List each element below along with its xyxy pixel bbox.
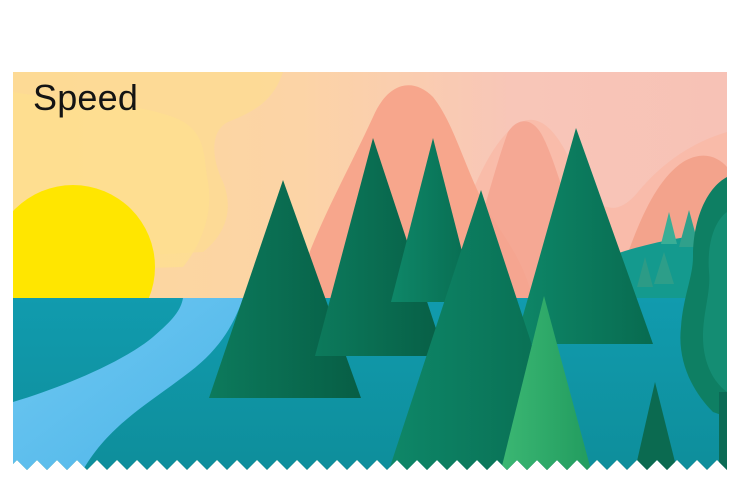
tiny-tree bbox=[661, 212, 677, 244]
landscape-illustration bbox=[13, 72, 727, 470]
illustration-card: Speed bbox=[13, 72, 727, 470]
card-title: Speed bbox=[33, 77, 139, 118]
pine-tree bbox=[391, 138, 475, 302]
tiny-tree bbox=[654, 252, 674, 284]
pine-tree-light bbox=[501, 296, 591, 470]
round-tree-highlight bbox=[703, 212, 727, 392]
river bbox=[13, 298, 243, 470]
tiny-tree bbox=[679, 210, 699, 247]
pine-tree-small bbox=[635, 382, 677, 470]
pine-tree bbox=[515, 128, 653, 344]
round-tree-trunk bbox=[719, 392, 727, 470]
tiny-tree bbox=[637, 257, 653, 287]
